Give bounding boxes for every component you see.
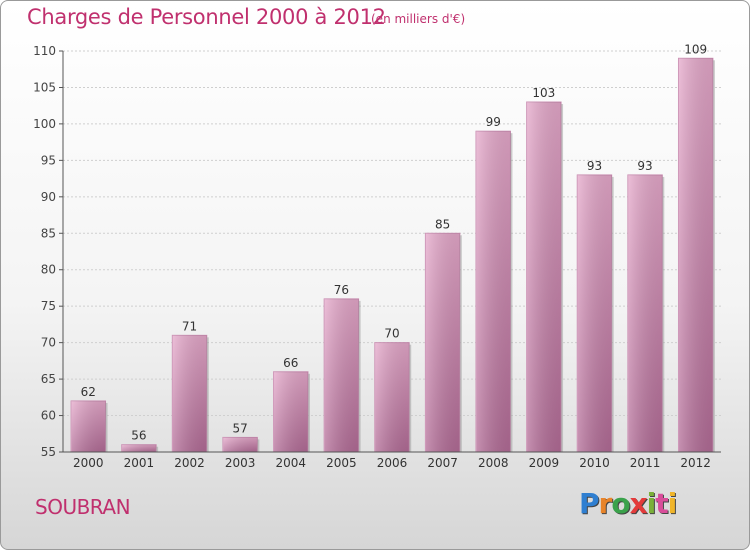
data-label: 71	[182, 319, 197, 333]
logo-letter: P	[579, 487, 600, 520]
data-label: 93	[637, 159, 652, 173]
y-tick-label: 65	[41, 372, 56, 386]
data-label: 70	[384, 327, 399, 341]
x-tick-label: 2001	[124, 456, 155, 470]
logo-letter: i	[646, 487, 657, 520]
place-name: SOUBRAN	[35, 495, 131, 519]
data-label: 85	[435, 217, 450, 231]
x-tick-label: 2005	[326, 456, 357, 470]
bar-shadow	[712, 60, 715, 453]
bar-shade	[172, 335, 207, 452]
x-tick-label: 2003	[225, 456, 256, 470]
data-label: 103	[532, 86, 555, 100]
data-label: 99	[486, 115, 501, 129]
x-tick-label: 2008	[478, 456, 509, 470]
data-label: 56	[131, 429, 146, 443]
y-tick-label: 95	[41, 153, 56, 167]
y-tick-label: 110	[33, 44, 56, 58]
data-label: 76	[334, 283, 349, 297]
x-tick-label: 2012	[680, 456, 711, 470]
bar-shade	[273, 371, 308, 452]
data-label: 109	[684, 42, 707, 56]
y-tick-label: 70	[41, 336, 56, 350]
bar-shade	[222, 437, 258, 452]
bar-shadow	[105, 402, 108, 452]
y-tick-label: 75	[41, 299, 56, 313]
bar-shadow	[307, 373, 310, 452]
data-label: 57	[233, 421, 248, 435]
x-tick-label: 2007	[427, 456, 458, 470]
bar-shadow	[561, 104, 564, 452]
chart-title: Charges de Personnel 2000 à 2012	[27, 5, 386, 29]
x-tick-label: 2004	[275, 456, 306, 470]
y-tick-label: 60	[41, 409, 56, 423]
bar-shadow	[611, 176, 614, 453]
proxiti-logo[interactable]: Proxiti	[579, 487, 678, 520]
bar-shade	[121, 444, 157, 452]
data-label: 62	[81, 385, 96, 399]
x-tick-label: 2002	[174, 456, 205, 470]
bar-shadow	[459, 235, 462, 452]
bar-shade	[71, 400, 106, 452]
x-tick-label: 2010	[579, 456, 610, 470]
data-label: 93	[587, 159, 602, 173]
y-tick-label: 55	[41, 445, 56, 459]
bar-shade	[425, 233, 460, 452]
logo-letter: i	[667, 487, 678, 520]
bar-shade	[476, 131, 511, 452]
bar-shade	[374, 342, 410, 452]
bar-shadow	[409, 344, 412, 452]
y-tick-label: 85	[41, 226, 56, 240]
bar-shade	[577, 174, 612, 453]
bar-shade	[678, 58, 713, 453]
logo-letter: o	[611, 487, 630, 520]
bar-shadow	[257, 439, 260, 452]
y-tick-label: 105	[33, 80, 56, 94]
y-tick-label: 80	[41, 263, 56, 277]
bar-shade	[324, 298, 359, 452]
bar-shade	[627, 174, 663, 453]
logo-letter: x	[629, 487, 648, 520]
data-label: 66	[283, 356, 298, 370]
bar-shadow	[510, 133, 513, 452]
logo-letter: r	[598, 487, 613, 520]
y-tick-label: 90	[41, 190, 56, 204]
x-tick-label: 2000	[73, 456, 104, 470]
logo-letter: t	[655, 487, 668, 520]
x-tick-label: 2011	[630, 456, 661, 470]
bar-shadow	[358, 300, 361, 452]
bar-shadow	[206, 337, 209, 452]
bar-shadow	[662, 176, 665, 453]
x-tick-label: 2009	[529, 456, 560, 470]
y-tick-label: 100	[33, 117, 56, 131]
chart-subtitle: (en milliers d'€)	[371, 12, 466, 26]
bar-shade	[526, 102, 562, 452]
bar-shadow	[156, 446, 159, 452]
x-tick-label: 2006	[377, 456, 408, 470]
